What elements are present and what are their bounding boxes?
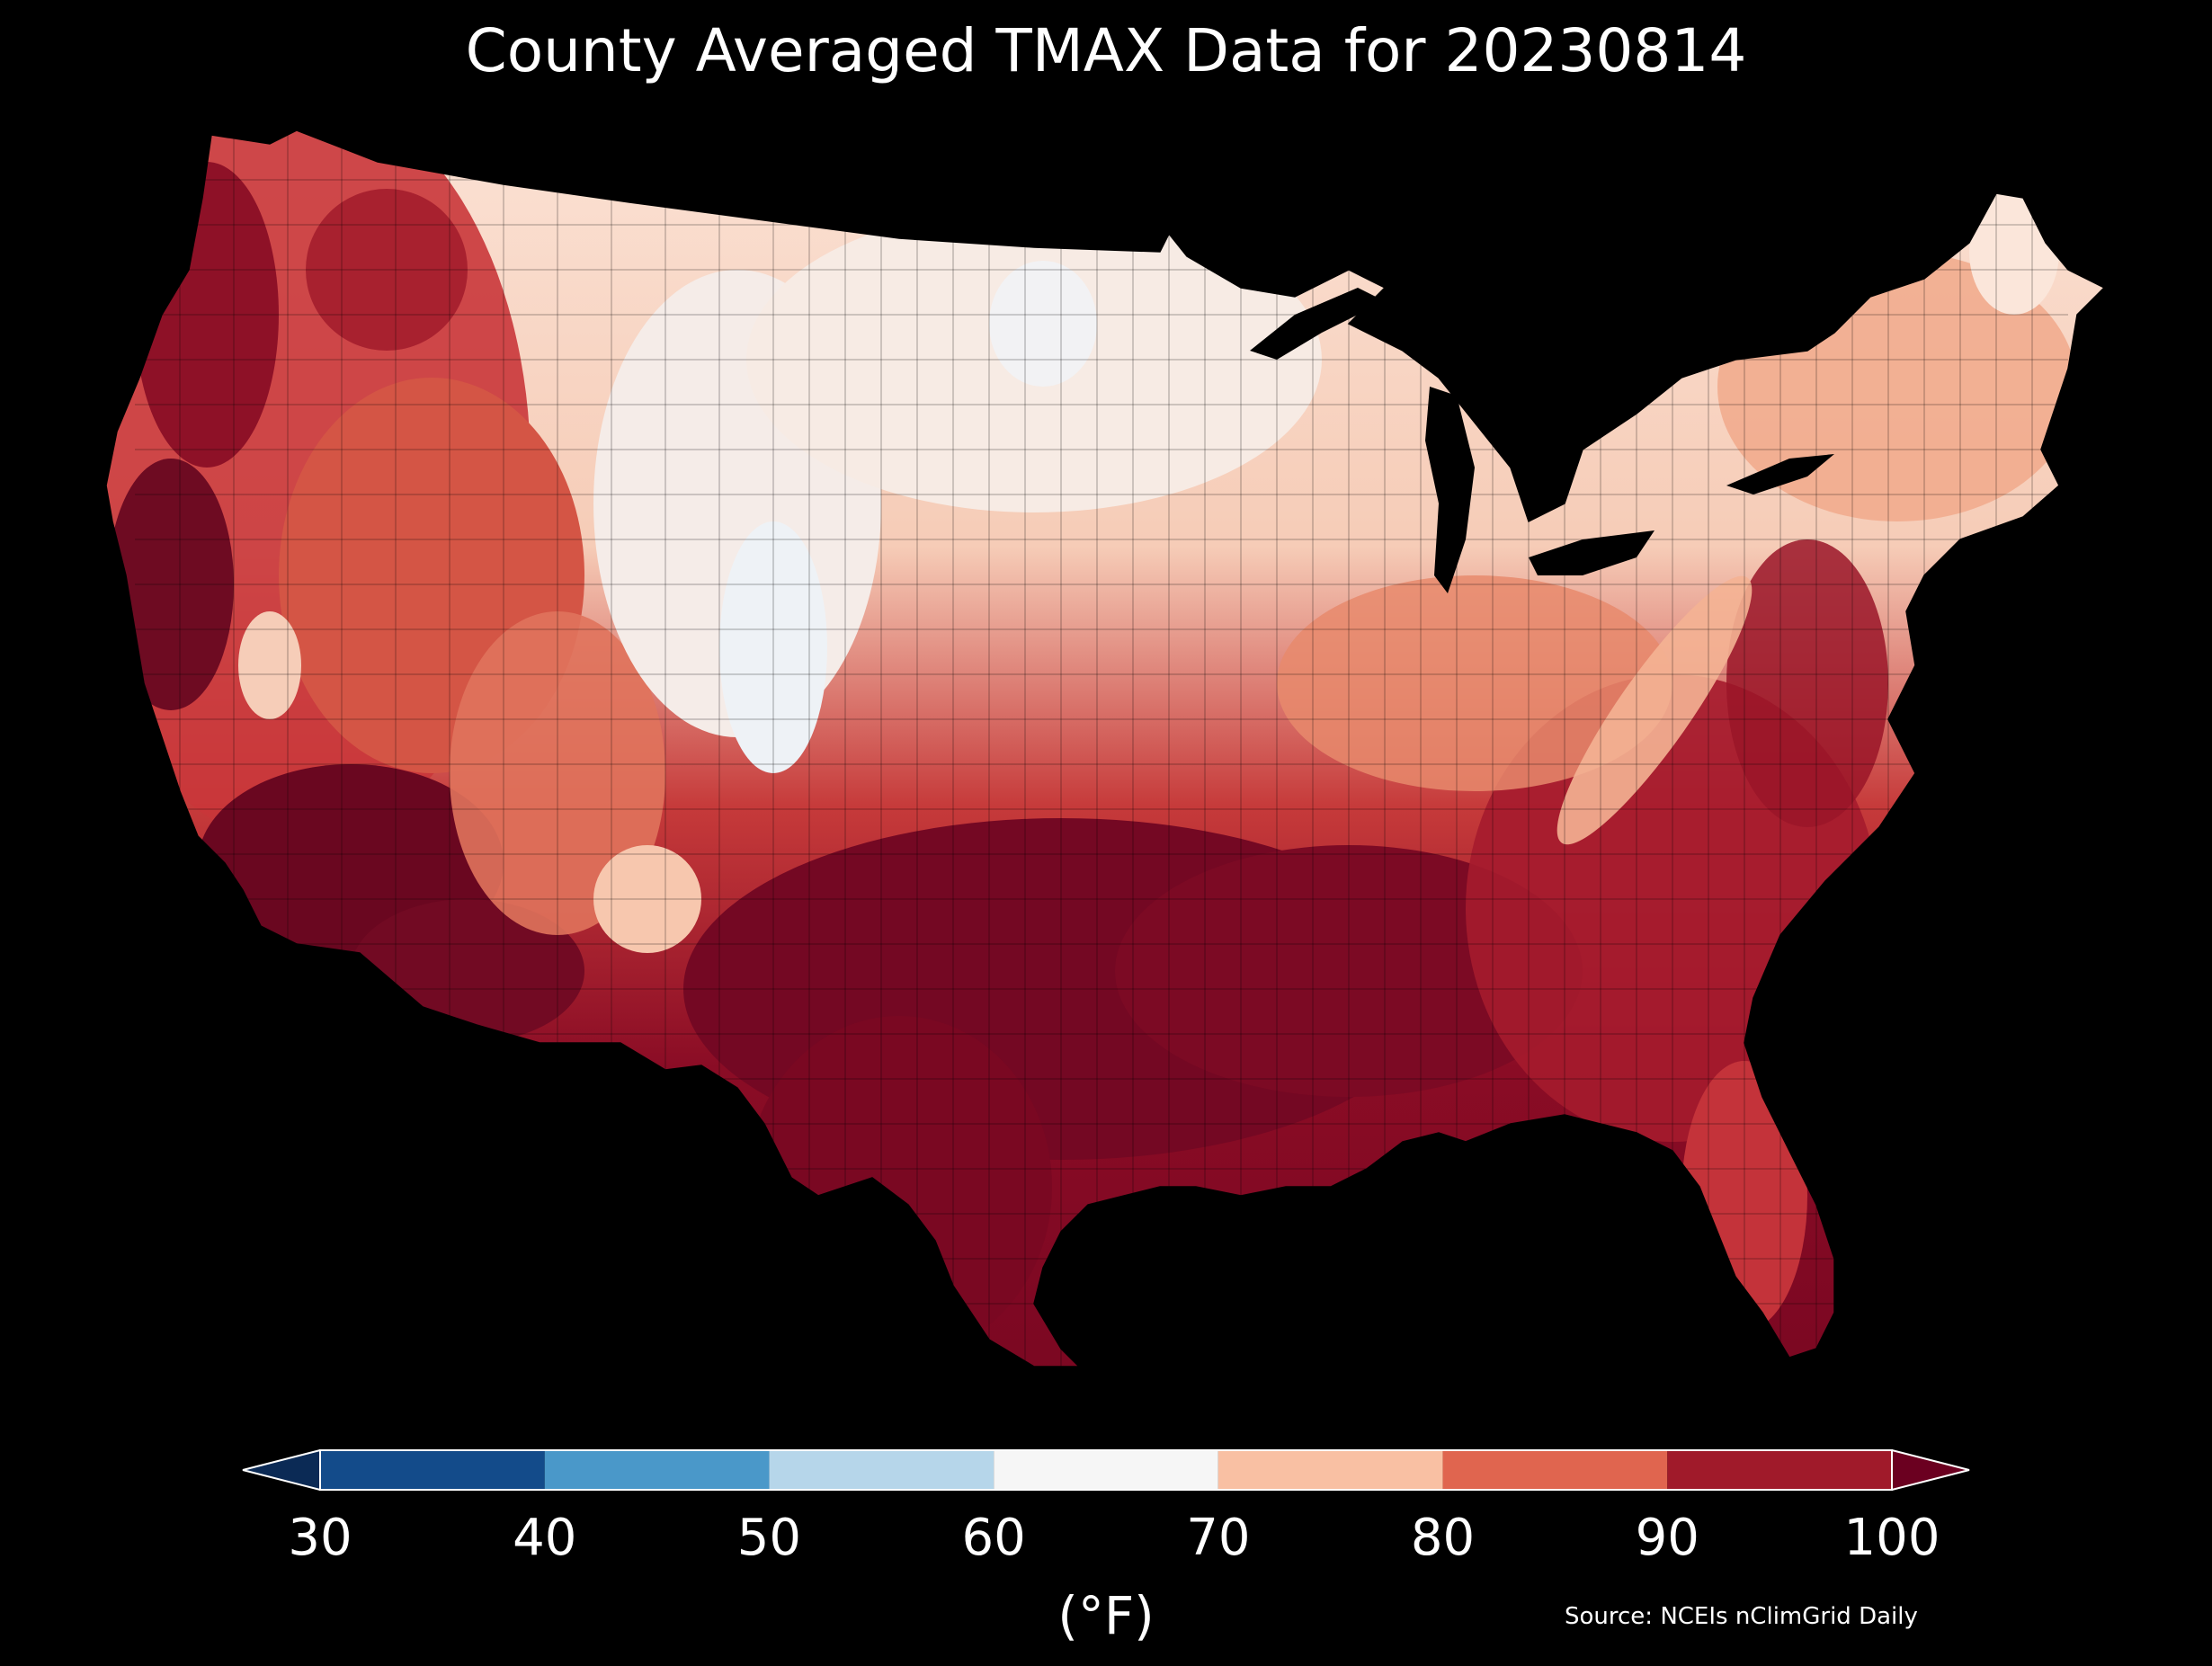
colorbar-bin-70-80: [1217, 1450, 1443, 1490]
colorbar-tick-80: 80: [1410, 1509, 1476, 1567]
colorbar-tick-70: 70: [1186, 1509, 1251, 1567]
colorbar-bin-80-90: [1442, 1450, 1668, 1490]
colorbar-tick-100: 100: [1843, 1509, 1940, 1567]
colorbar-unit-label: (°F): [1057, 1585, 1155, 1646]
colorbar-bin-60-70: [994, 1450, 1218, 1490]
colorbar-under-arrow: [243, 1450, 320, 1490]
colorbar-over-arrow: [1892, 1450, 1969, 1490]
source-credit: Source: NCEIs nClimGrid Daily: [1565, 1603, 1918, 1630]
colorbar-bin-90-100: [1667, 1450, 1892, 1490]
colorbar-tick-40: 40: [513, 1509, 577, 1567]
colorbar-tick-50: 50: [736, 1509, 802, 1567]
colorbar-tick-30: 30: [288, 1509, 352, 1567]
chart-title: County Averaged TMAX Data for 20230814: [465, 16, 1747, 85]
us-county-map: [105, 129, 2105, 1368]
colorbar-bin-40-50: [544, 1450, 770, 1490]
colorbar-tick-90: 90: [1635, 1509, 1699, 1567]
colorbar-tick-60: 60: [961, 1509, 1026, 1567]
colorbar-bin-30-40: [320, 1450, 545, 1490]
colorbar-bin-50-60: [769, 1450, 995, 1490]
colorbar: [242, 1449, 1970, 1491]
